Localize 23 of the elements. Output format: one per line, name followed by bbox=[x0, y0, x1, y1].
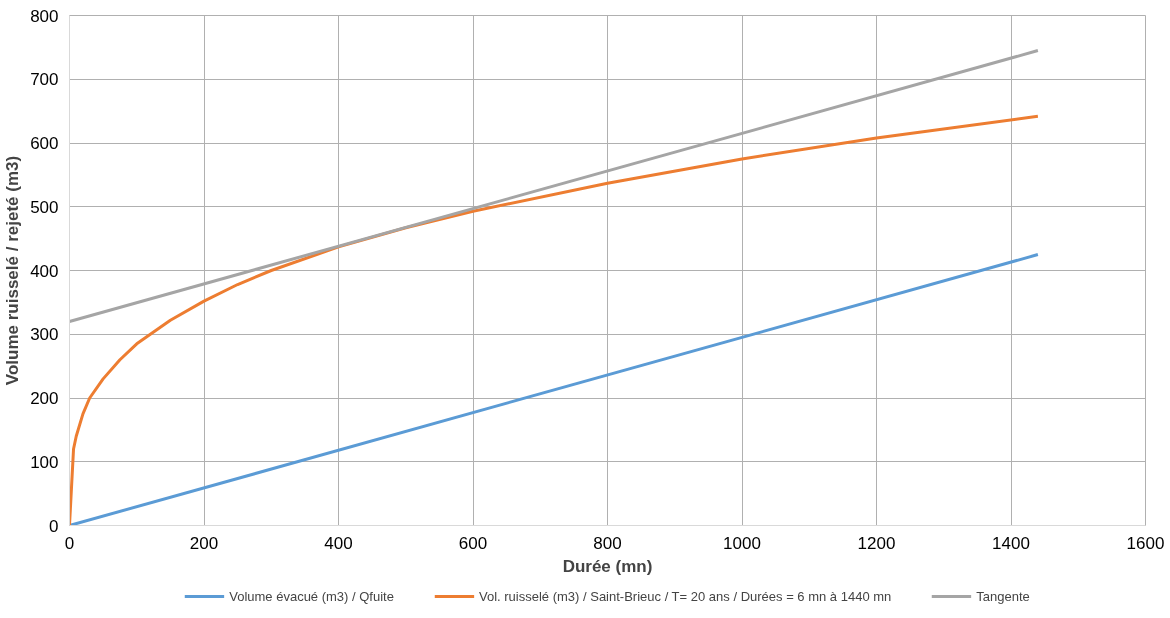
y-tick-label: 500 bbox=[30, 197, 59, 217]
x-tick-label: 1000 bbox=[723, 533, 761, 553]
legend-label: Volume évacué (m3) / Qfuite bbox=[229, 588, 394, 604]
x-tick-label: 0 bbox=[64, 533, 75, 553]
legend-label: Tangente bbox=[976, 588, 1030, 604]
y-tick-label: 300 bbox=[30, 325, 59, 345]
y-axis-title: Volume ruisselé / rejeté (m3) bbox=[3, 155, 23, 386]
x-axis-title: Durée (mn) bbox=[562, 556, 653, 576]
y-tick-label: 400 bbox=[30, 261, 59, 281]
x-tick-label: 400 bbox=[324, 533, 353, 553]
x-tick-label: 600 bbox=[458, 533, 488, 553]
x-tick-label: 800 bbox=[593, 533, 622, 553]
y-tick-label: 200 bbox=[30, 389, 59, 408]
legend-label: Vol. ruisselé (m3) / Saint-Brieuc / T= 20 ans / Durées = 6 mn à 1440 mn bbox=[478, 588, 892, 604]
y-tick-label: 700 bbox=[30, 70, 59, 90]
y-tick-label: 0 bbox=[49, 516, 59, 536]
y-tick-label: 600 bbox=[30, 134, 59, 153]
y-tick-label: 800 bbox=[30, 6, 59, 26]
x-tick-label: 1200 bbox=[857, 533, 896, 553]
x-tick-label: 1400 bbox=[992, 533, 1030, 553]
x-tick-label: 1600 bbox=[1126, 533, 1165, 553]
x-tick-label: 200 bbox=[189, 533, 219, 553]
y-tick-label: 100 bbox=[30, 452, 59, 472]
